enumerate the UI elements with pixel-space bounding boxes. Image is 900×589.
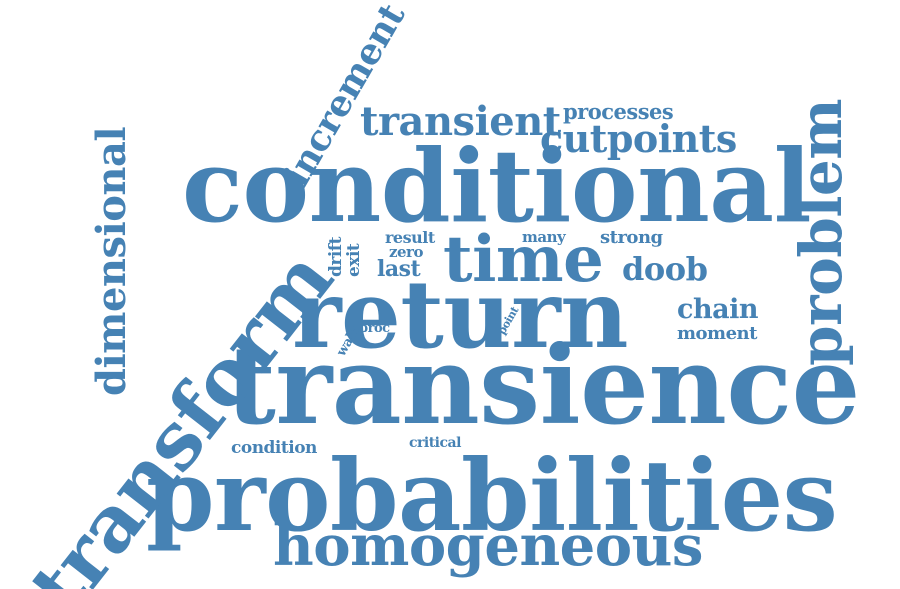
word-probabilities: probabilities [146,439,838,554]
word-doob: doob [622,250,708,288]
word-return: return [292,260,628,370]
word-time: time [443,222,604,297]
word-transience: transience [226,323,860,449]
word-dimensional: dimensional [88,126,135,396]
word-many: many [522,228,566,246]
word-zero: zero [389,243,423,261]
word-conditional: conditional [182,127,812,245]
word-problem: problem [787,98,855,366]
word-critical: critical [409,435,461,451]
word-condition: condition [231,438,317,458]
word-strong: strong [600,227,663,248]
word-result: result [385,228,435,247]
word-moment: moment [677,323,757,344]
word-processes: processes [563,99,674,124]
word-proc: proc [359,321,390,336]
word-last: last [377,256,421,282]
word-transient: transient [360,98,561,145]
word-homogeneous: homogeneous [273,513,703,579]
word-exit: exit [344,243,364,277]
word-drift: drift [326,237,346,277]
word-chain: chain [677,294,758,325]
word-cutpoints: cutpoints [540,116,737,161]
